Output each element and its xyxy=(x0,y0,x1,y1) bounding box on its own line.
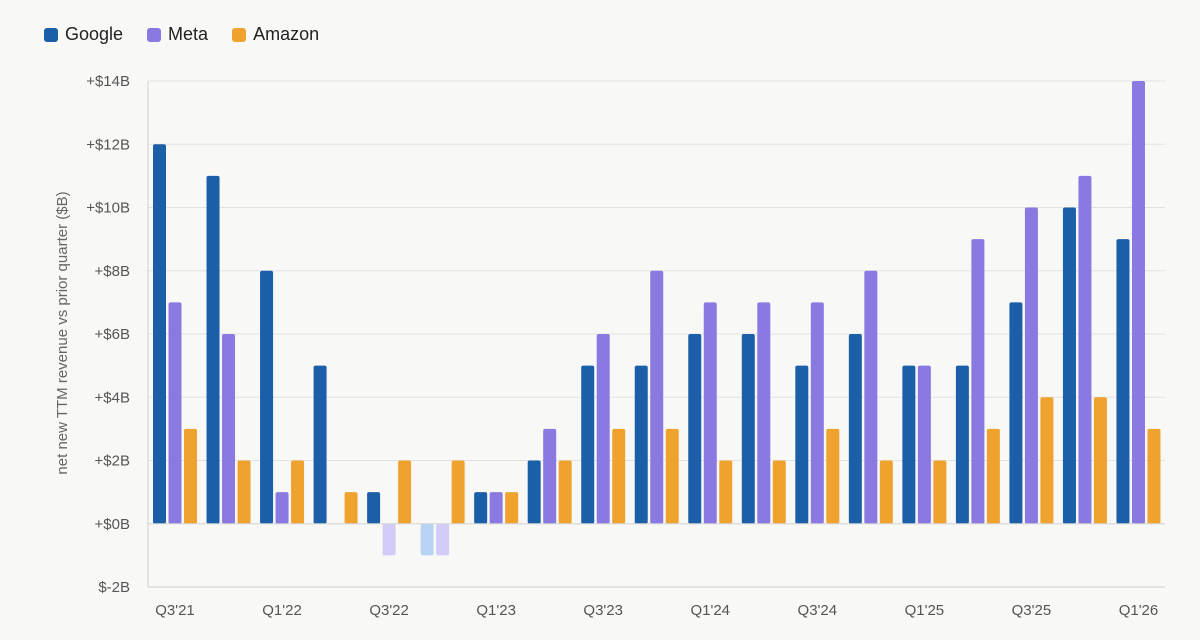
x-tick-label: Q3'25 xyxy=(1012,602,1052,619)
bar-meta[interactable] xyxy=(596,334,610,524)
bar-amazon[interactable] xyxy=(558,460,572,524)
bar-amazon[interactable] xyxy=(344,492,358,524)
bar-google[interactable] xyxy=(474,492,488,524)
bar-amazon[interactable] xyxy=(879,460,893,524)
bar-meta[interactable] xyxy=(275,492,289,524)
bar-meta[interactable] xyxy=(1024,207,1038,524)
y-tick-label: +$12B xyxy=(86,136,130,153)
bar-amazon[interactable] xyxy=(1040,397,1054,524)
bar-amazon[interactable] xyxy=(933,460,947,524)
bar-google[interactable] xyxy=(1062,207,1076,524)
bar-meta[interactable] xyxy=(864,270,878,524)
x-tick-label: Q1'26 xyxy=(1119,602,1159,619)
x-tick-label: Q3'21 xyxy=(155,602,195,619)
bar-amazon[interactable] xyxy=(1093,397,1107,524)
bar-google[interactable] xyxy=(795,365,809,524)
legend-item-amazon[interactable]: Amazon xyxy=(232,24,319,45)
bar-meta[interactable] xyxy=(1131,81,1145,524)
bar-amazon[interactable] xyxy=(184,428,197,524)
x-tick-label: Q1'22 xyxy=(262,602,302,619)
y-axis-title: net new TTM revenue vs prior quarter ($B… xyxy=(54,191,71,474)
legend: Google Meta Amazon xyxy=(44,24,319,45)
bar-amazon[interactable] xyxy=(665,428,679,524)
legend-item-google[interactable]: Google xyxy=(44,24,123,45)
bar-meta[interactable] xyxy=(436,523,450,556)
legend-label-amazon: Amazon xyxy=(253,24,320,44)
bar-meta[interactable] xyxy=(650,270,664,524)
bar-amazon[interactable] xyxy=(612,428,626,524)
legend-label-meta: Meta xyxy=(168,24,209,44)
y-tick-label: +$4B xyxy=(95,389,130,406)
bar-meta[interactable] xyxy=(703,302,717,524)
bar-amazon[interactable] xyxy=(451,460,465,524)
x-tick-label: Q3'22 xyxy=(369,602,409,619)
bar-google[interactable] xyxy=(153,144,166,524)
bar-meta[interactable] xyxy=(543,428,557,524)
axes xyxy=(147,81,1165,588)
bar-amazon[interactable] xyxy=(772,460,786,524)
y-tick-label: $-2B xyxy=(98,579,130,596)
y-tick-label: +$6B xyxy=(95,326,130,343)
bar-meta[interactable] xyxy=(222,334,236,524)
bar-amazon[interactable] xyxy=(719,460,733,524)
bar-amazon[interactable] xyxy=(237,460,251,524)
bar-google[interactable] xyxy=(313,365,327,524)
bar-amazon[interactable] xyxy=(1147,428,1161,524)
bar-google[interactable] xyxy=(581,365,595,524)
y-tick-label: +$2B xyxy=(95,453,130,470)
legend-swatch-google xyxy=(44,27,58,42)
bar-amazon[interactable] xyxy=(826,428,840,524)
legend-swatch-meta xyxy=(147,27,162,42)
bar-amazon[interactable] xyxy=(398,460,412,524)
bar-google[interactable] xyxy=(527,460,541,524)
y-tick-label: +$14B xyxy=(86,73,130,90)
bar-google[interactable] xyxy=(1116,239,1130,524)
bar-meta[interactable] xyxy=(971,239,985,524)
x-tick-label: Q3'23 xyxy=(583,602,623,619)
bar-google[interactable] xyxy=(741,334,755,524)
bar-google[interactable] xyxy=(1009,302,1023,524)
bar-meta[interactable] xyxy=(1078,175,1092,524)
bar-amazon[interactable] xyxy=(986,428,1000,524)
bar-google[interactable] xyxy=(634,365,648,524)
bars xyxy=(153,81,1161,556)
bar-google[interactable] xyxy=(902,365,916,524)
x-tick-label: Q3'24 xyxy=(798,602,838,619)
bar-meta[interactable] xyxy=(168,302,182,524)
bar-meta[interactable] xyxy=(810,302,824,524)
bar-google[interactable] xyxy=(206,175,220,524)
bar-meta[interactable] xyxy=(917,365,931,524)
bar-google[interactable] xyxy=(260,270,274,524)
x-tick-labels: Q3'21 Q1'22 Q3'22 Q1'23 Q3'23 Q1'24 Q3'24 Q1'25… xyxy=(155,602,1158,619)
x-tick-label: Q1'23 xyxy=(476,602,516,619)
y-tick-label: +$10B xyxy=(86,200,130,217)
legend-label-google: Google xyxy=(65,24,124,44)
x-tick-label: Q1'25 xyxy=(905,602,945,619)
bar-meta[interactable] xyxy=(489,492,503,524)
bar-google[interactable] xyxy=(688,334,702,524)
bar-google[interactable] xyxy=(955,365,969,524)
bar-meta[interactable] xyxy=(757,302,771,524)
legend-item-meta[interactable]: Meta xyxy=(147,24,208,45)
legend-swatch-amazon xyxy=(232,27,247,42)
bar-meta[interactable] xyxy=(382,523,396,556)
bar-google[interactable] xyxy=(420,523,434,556)
y-tick-labels: +$14B +$12B +$10B +$8B +$6B +$4B +$2B +$0B $-2B xyxy=(86,73,130,596)
bar-amazon[interactable] xyxy=(291,460,305,524)
bar-google[interactable] xyxy=(367,492,381,524)
bar-google[interactable] xyxy=(848,334,862,524)
x-tick-label: Q1'24 xyxy=(690,602,730,619)
y-tick-label: +$8B xyxy=(95,263,130,280)
bar-amazon[interactable] xyxy=(505,492,519,524)
y-tick-label: +$0B xyxy=(95,516,130,533)
